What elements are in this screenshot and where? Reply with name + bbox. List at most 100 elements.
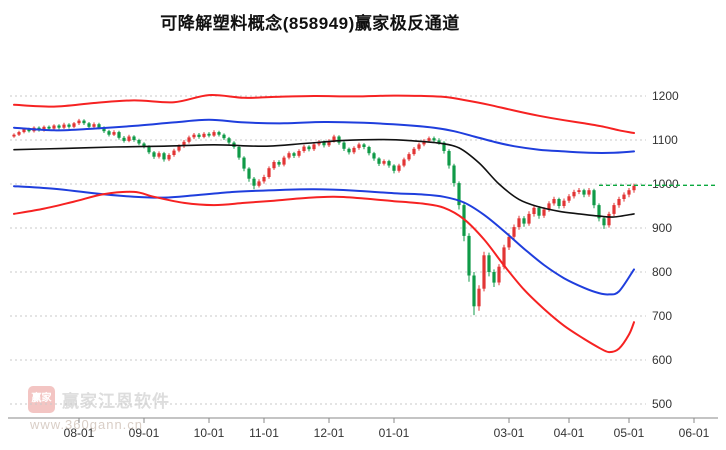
candle-body <box>307 146 311 150</box>
y-axis-label: 700 <box>652 309 672 323</box>
candle-body <box>187 137 191 142</box>
candle-body <box>192 134 196 138</box>
candle-body <box>132 136 136 140</box>
candle-body <box>487 255 491 272</box>
candle-body <box>432 138 436 141</box>
candle-body <box>112 132 116 135</box>
channel-line-middle-black <box>13 138 635 218</box>
brand-logo-icon: 赢家 <box>28 386 55 413</box>
candle-body <box>67 124 71 127</box>
candle-body <box>392 165 396 171</box>
candle-body <box>457 183 461 206</box>
candle-body <box>177 146 181 151</box>
candle-body <box>382 161 386 164</box>
candle-body <box>87 123 91 127</box>
candle-body <box>427 138 431 141</box>
candle-body <box>492 272 496 283</box>
candle-body <box>342 142 346 149</box>
candle-body <box>272 162 276 169</box>
candle-body <box>362 144 366 147</box>
candle-body <box>277 162 281 165</box>
x-axis-label: 11-01 <box>249 426 279 440</box>
candle-body <box>212 132 216 136</box>
watermark-url: www.360gann.cn <box>30 417 144 432</box>
candle-body <box>107 131 111 135</box>
candle-body <box>607 213 611 226</box>
candle-body <box>582 190 586 195</box>
watermark-brand-name: 赢家江恩软件 <box>62 392 170 411</box>
x-axis-label: 08-01 <box>64 426 95 440</box>
candle-body <box>532 207 536 214</box>
candle-body <box>412 148 416 155</box>
candle-body <box>222 134 226 139</box>
candle-body <box>27 129 31 132</box>
candle-body <box>217 132 221 135</box>
channel-line-lower-red <box>13 190 635 354</box>
candle-body <box>617 199 621 206</box>
watermark: 赢家 赢家江恩软件 <box>28 386 170 413</box>
candle-body <box>122 137 126 141</box>
candle-body <box>562 200 566 206</box>
y-axis-label: 1200 <box>652 89 679 103</box>
candle-body <box>102 127 106 132</box>
candle-body <box>367 147 371 154</box>
candle-body <box>62 124 66 128</box>
candle-body <box>592 190 596 206</box>
candle-body <box>52 125 56 129</box>
x-axis-label: 09-01 <box>129 426 160 440</box>
candle-body <box>207 133 211 136</box>
candle-body <box>522 218 526 224</box>
candle-body <box>322 141 326 146</box>
x-axis-label: 12-01 <box>314 426 345 440</box>
candle-body <box>22 129 26 133</box>
y-axis-label: 900 <box>652 221 672 235</box>
candle-body <box>622 194 626 199</box>
candle-body <box>452 165 456 184</box>
candle-body <box>57 125 61 128</box>
candle-body <box>477 288 481 307</box>
channel-line-upper-blue <box>13 118 635 154</box>
candle-body <box>602 218 606 226</box>
candle-body <box>127 136 131 141</box>
candle-body <box>117 132 121 138</box>
y-axis-label: 600 <box>652 353 672 367</box>
candle-body <box>612 205 616 214</box>
candle-body <box>77 120 81 124</box>
candle-body <box>97 124 101 128</box>
candle-body <box>17 132 21 135</box>
candle-body <box>257 181 261 186</box>
candle-body <box>542 209 546 216</box>
candle-body <box>47 126 51 129</box>
y-axis-label: 800 <box>652 265 672 279</box>
candle-body <box>387 161 391 166</box>
candle-body <box>82 120 86 124</box>
candle-body <box>72 123 76 127</box>
candle-body <box>157 153 161 157</box>
candle-body <box>402 159 406 166</box>
candle-body <box>507 236 511 248</box>
candle-body <box>302 146 306 151</box>
candle-body <box>227 138 231 143</box>
candle-body <box>517 218 521 228</box>
x-axis-label: 06-01 <box>679 426 710 440</box>
candle-body <box>327 140 331 146</box>
candle-body <box>352 147 356 153</box>
candle-body <box>422 140 426 145</box>
candle-body <box>572 191 576 197</box>
x-axis-label: 01-01 <box>379 426 410 440</box>
candle-body <box>557 199 561 206</box>
candle-body <box>512 227 516 237</box>
candle-body <box>332 136 336 141</box>
candle-body <box>147 146 151 153</box>
channel-line-lower-blue <box>13 185 635 296</box>
candle-body <box>297 151 301 156</box>
candle-body <box>597 205 601 219</box>
y-axis-label: 1000 <box>652 177 679 191</box>
candle-body <box>377 158 381 164</box>
candle-body <box>502 247 506 267</box>
x-axis-label: 10-01 <box>194 426 225 440</box>
candle-body <box>282 157 286 165</box>
candle-body <box>497 266 501 283</box>
